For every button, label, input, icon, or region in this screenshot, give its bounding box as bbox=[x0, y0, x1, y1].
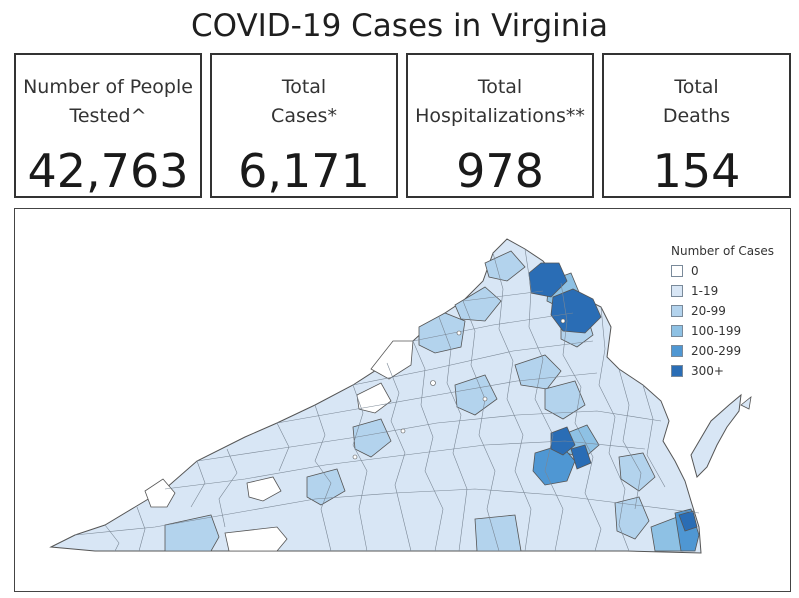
total-cases-label: Total Cases* bbox=[271, 76, 337, 127]
total-cases-card: Total Cases* 6,171 bbox=[210, 53, 398, 198]
page-title: COVID-19 Cases in Virginia bbox=[190, 8, 609, 44]
county-boundaries bbox=[74, 248, 700, 552]
eastern-shore-detail bbox=[740, 396, 752, 410]
total-deaths-card: Total Deaths 154 bbox=[602, 53, 791, 198]
legend-item-200-299: 200-299 bbox=[671, 341, 786, 361]
county-zero-southwest bbox=[246, 476, 282, 502]
total-hospitalizations-value: 978 bbox=[456, 144, 544, 198]
county-zero-north-2 bbox=[356, 382, 392, 414]
legend-item-0: 0 bbox=[671, 261, 786, 281]
total-hospitalizations-label: Total Hospitalizations** bbox=[415, 76, 585, 127]
legend-swatch bbox=[671, 305, 683, 317]
eastern-shore bbox=[690, 393, 742, 478]
legend-item-1-19: 1-19 bbox=[671, 281, 786, 301]
county-20-99-d bbox=[454, 374, 498, 416]
legend-item-100-199: 100-199 bbox=[671, 321, 786, 341]
legend-swatch bbox=[671, 285, 683, 297]
county-20-99-c bbox=[484, 250, 526, 282]
legend-label: 1-19 bbox=[691, 284, 719, 298]
county-zero-north-1 bbox=[370, 340, 414, 380]
county-20-99-j bbox=[474, 514, 522, 552]
county-20-99-a bbox=[418, 312, 466, 354]
legend-label: 20-99 bbox=[691, 304, 726, 318]
legend-swatch bbox=[671, 345, 683, 357]
county-20-99-m bbox=[618, 452, 656, 492]
county-zero-south bbox=[224, 526, 288, 552]
total-deaths-label: Total Deaths bbox=[662, 76, 731, 127]
legend-label: 300+ bbox=[691, 364, 724, 378]
county-20-99-b bbox=[454, 286, 502, 322]
county-20-99-g bbox=[352, 418, 392, 458]
county-20-99-e bbox=[514, 354, 562, 390]
county-zero-west bbox=[144, 478, 176, 508]
people-tested-value: 42,763 bbox=[27, 144, 189, 198]
legend-item-20-99: 20-99 bbox=[671, 301, 786, 321]
legend-label: 100-199 bbox=[691, 324, 742, 338]
legend-label: 0 bbox=[691, 264, 699, 278]
legend-title: Number of Cases bbox=[671, 244, 775, 258]
people-tested-card: Number of People Tested^ 42,763 bbox=[14, 53, 202, 198]
legend-item-300-plus: 300+ bbox=[671, 361, 786, 381]
legend-swatch bbox=[671, 265, 683, 277]
county-20-99-k bbox=[614, 496, 650, 540]
total-deaths-value: 154 bbox=[652, 144, 741, 198]
map-legend: Number of Cases 0 1-19 20-99 100-199 200… bbox=[671, 243, 786, 381]
county-20-99-i bbox=[164, 514, 220, 552]
county-20-99-h bbox=[306, 468, 346, 506]
county-300-plus-henrico bbox=[570, 444, 592, 470]
total-hospitalizations-card: Total Hospitalizations** 978 bbox=[406, 53, 594, 198]
legend-swatch bbox=[671, 325, 683, 337]
map-panel: Number of Cases 0 1-19 20-99 100-199 200… bbox=[14, 208, 791, 592]
city-markers bbox=[352, 318, 566, 460]
legend-swatch bbox=[671, 365, 683, 377]
county-300-plus-hampton-roads bbox=[678, 510, 698, 532]
virginia-county-map[interactable] bbox=[15, 209, 790, 591]
people-tested-label: Number of People Tested^ bbox=[23, 76, 193, 127]
legend-label: 200-299 bbox=[691, 344, 742, 358]
total-cases-value: 6,171 bbox=[238, 144, 370, 198]
